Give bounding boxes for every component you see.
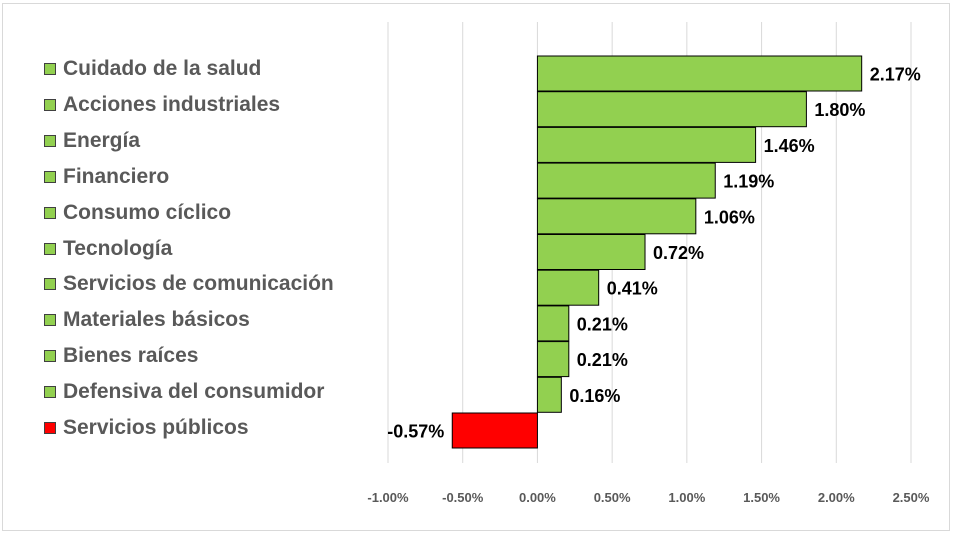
bar-9 <box>536 376 562 413</box>
legend-swatch <box>44 350 56 363</box>
x-tick-label-3: 0.50% <box>594 490 631 505</box>
bar-6 <box>536 269 600 306</box>
legend-label: Materiales básicos <box>63 308 250 332</box>
legend-label: Servicios públicos <box>63 416 249 439</box>
bar-4 <box>536 198 697 235</box>
x-tick-label-6: 2.00% <box>818 490 855 505</box>
data-label-1: 1.80% <box>814 100 865 120</box>
legend-label: Bienes raíces <box>63 344 199 368</box>
legend-label: Defensiva del consumidor <box>63 380 325 404</box>
data-label-6: 0.41% <box>607 279 658 299</box>
data-label-9: 0.16% <box>569 386 620 406</box>
data-label-3: 1.19% <box>723 172 774 192</box>
legend-swatch <box>44 314 56 327</box>
legend-label: Financiero <box>63 164 170 188</box>
bar-3 <box>536 162 716 199</box>
legend-label: Consumo cíclico <box>63 200 232 224</box>
bar-5 <box>536 234 646 270</box>
legend-swatch <box>44 242 56 255</box>
x-tick-label-0: -1.00% <box>367 490 409 505</box>
bar-10 <box>451 412 538 449</box>
legend-label: Cuidado de la salud <box>63 57 262 80</box>
legend-swatch <box>44 170 56 183</box>
legend-swatch <box>44 278 56 291</box>
legend-label: Tecnología <box>63 236 173 260</box>
x-tick-label-1: -0.50% <box>442 490 484 505</box>
x-tick-label-7: 2.50% <box>893 490 930 505</box>
bar-8 <box>536 341 570 378</box>
data-label-10: -0.57% <box>387 422 444 442</box>
legend-label: Acciones industriales <box>63 92 281 116</box>
legend-swatch <box>44 98 56 111</box>
bar-0 <box>536 55 863 92</box>
legend-label: Servicios de comunicación <box>63 272 334 296</box>
legend-swatch <box>44 63 56 75</box>
data-label-0: 2.17% <box>870 65 921 85</box>
bar-2 <box>536 126 757 163</box>
data-label-5: 0.72% <box>653 243 704 263</box>
x-tick-label-5: 1.50% <box>743 490 780 505</box>
data-label-7: 0.21% <box>577 314 628 334</box>
bar-1 <box>536 91 807 128</box>
bar-7 <box>536 305 570 342</box>
data-label-4: 1.06% <box>704 207 755 227</box>
data-label-2: 1.46% <box>764 136 815 156</box>
legend-swatch <box>44 386 56 399</box>
legend-swatch <box>44 206 56 219</box>
legend-swatch <box>44 134 56 147</box>
x-tick-label-4: 1.00% <box>668 490 705 505</box>
legend-label: Energía <box>63 128 141 152</box>
x-tick-label-2: 0.00% <box>519 490 556 505</box>
legend-swatch <box>44 422 56 434</box>
data-label-8: 0.21% <box>577 350 628 370</box>
